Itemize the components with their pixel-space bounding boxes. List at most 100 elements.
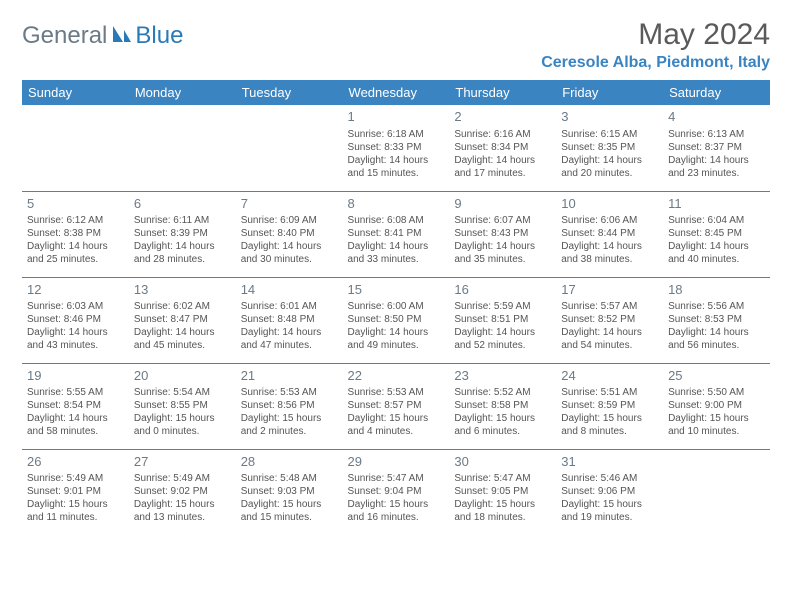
day-number: 6 <box>134 196 231 213</box>
sunrise-line: Sunrise: 6:15 AM <box>561 128 658 141</box>
daylight-line: Daylight: 15 hours and 13 minutes. <box>134 498 231 524</box>
sunrise-line: Sunrise: 6:00 AM <box>348 300 445 313</box>
daylight-line: Daylight: 14 hours and 35 minutes. <box>454 240 551 266</box>
sunset-line: Sunset: 8:46 PM <box>27 313 124 326</box>
sunrise-line: Sunrise: 5:53 AM <box>348 386 445 399</box>
day-number: 21 <box>241 368 338 385</box>
day-number: 29 <box>348 454 445 471</box>
calendar-day-cell: 20Sunrise: 5:54 AMSunset: 8:55 PMDayligh… <box>129 363 236 449</box>
day-number: 17 <box>561 282 658 299</box>
sunrise-line: Sunrise: 6:04 AM <box>668 214 765 227</box>
logo-sail-icon <box>111 24 133 49</box>
calendar-day-cell: 11Sunrise: 6:04 AMSunset: 8:45 PMDayligh… <box>663 191 770 277</box>
calendar-day-cell: 16Sunrise: 5:59 AMSunset: 8:51 PMDayligh… <box>449 277 556 363</box>
daylight-line: Daylight: 14 hours and 23 minutes. <box>668 154 765 180</box>
day-number: 1 <box>348 109 445 126</box>
day-number: 14 <box>241 282 338 299</box>
sunset-line: Sunset: 8:43 PM <box>454 227 551 240</box>
calendar-day-cell: 15Sunrise: 6:00 AMSunset: 8:50 PMDayligh… <box>343 277 450 363</box>
sunset-line: Sunset: 8:54 PM <box>27 399 124 412</box>
daylight-line: Daylight: 14 hours and 40 minutes. <box>668 240 765 266</box>
day-number: 15 <box>348 282 445 299</box>
sunrise-line: Sunrise: 5:57 AM <box>561 300 658 313</box>
daylight-line: Daylight: 15 hours and 6 minutes. <box>454 412 551 438</box>
calendar-day-cell <box>663 449 770 535</box>
calendar-day-cell <box>22 105 129 191</box>
logo-text-blue: Blue <box>135 22 183 50</box>
sunset-line: Sunset: 9:06 PM <box>561 485 658 498</box>
sunrise-line: Sunrise: 5:47 AM <box>348 472 445 485</box>
day-number: 22 <box>348 368 445 385</box>
sunrise-line: Sunrise: 6:16 AM <box>454 128 551 141</box>
day-number: 26 <box>27 454 124 471</box>
daylight-line: Daylight: 15 hours and 11 minutes. <box>27 498 124 524</box>
calendar-day-cell <box>236 105 343 191</box>
weekday-header: Friday <box>556 80 663 105</box>
day-number: 27 <box>134 454 231 471</box>
daylight-line: Daylight: 14 hours and 28 minutes. <box>134 240 231 266</box>
sunset-line: Sunset: 9:05 PM <box>454 485 551 498</box>
sunrise-line: Sunrise: 5:55 AM <box>27 386 124 399</box>
calendar-day-cell: 30Sunrise: 5:47 AMSunset: 9:05 PMDayligh… <box>449 449 556 535</box>
calendar-day-cell: 22Sunrise: 5:53 AMSunset: 8:57 PMDayligh… <box>343 363 450 449</box>
calendar-day-cell: 13Sunrise: 6:02 AMSunset: 8:47 PMDayligh… <box>129 277 236 363</box>
daylight-line: Daylight: 14 hours and 25 minutes. <box>27 240 124 266</box>
calendar-week-row: 1Sunrise: 6:18 AMSunset: 8:33 PMDaylight… <box>22 105 770 191</box>
sunrise-line: Sunrise: 6:01 AM <box>241 300 338 313</box>
weekday-header: Sunday <box>22 80 129 105</box>
calendar-body: 1Sunrise: 6:18 AMSunset: 8:33 PMDaylight… <box>22 105 770 535</box>
calendar-day-cell: 4Sunrise: 6:13 AMSunset: 8:37 PMDaylight… <box>663 105 770 191</box>
calendar-day-cell <box>129 105 236 191</box>
sunrise-line: Sunrise: 5:53 AM <box>241 386 338 399</box>
calendar-day-cell: 9Sunrise: 6:07 AMSunset: 8:43 PMDaylight… <box>449 191 556 277</box>
day-number: 12 <box>27 282 124 299</box>
sunset-line: Sunset: 9:04 PM <box>348 485 445 498</box>
day-number: 23 <box>454 368 551 385</box>
daylight-line: Daylight: 14 hours and 30 minutes. <box>241 240 338 266</box>
calendar-day-cell: 12Sunrise: 6:03 AMSunset: 8:46 PMDayligh… <box>22 277 129 363</box>
day-number: 10 <box>561 196 658 213</box>
sunset-line: Sunset: 9:00 PM <box>668 399 765 412</box>
sunset-line: Sunset: 8:37 PM <box>668 141 765 154</box>
sunrise-line: Sunrise: 5:50 AM <box>668 386 765 399</box>
sunset-line: Sunset: 8:52 PM <box>561 313 658 326</box>
weekday-header-row: SundayMondayTuesdayWednesdayThursdayFrid… <box>22 80 770 105</box>
sunrise-line: Sunrise: 6:07 AM <box>454 214 551 227</box>
calendar-day-cell: 31Sunrise: 5:46 AMSunset: 9:06 PMDayligh… <box>556 449 663 535</box>
sunset-line: Sunset: 8:38 PM <box>27 227 124 240</box>
day-number: 20 <box>134 368 231 385</box>
calendar-day-cell: 24Sunrise: 5:51 AMSunset: 8:59 PMDayligh… <box>556 363 663 449</box>
daylight-line: Daylight: 15 hours and 0 minutes. <box>134 412 231 438</box>
daylight-line: Daylight: 14 hours and 33 minutes. <box>348 240 445 266</box>
calendar-day-cell: 26Sunrise: 5:49 AMSunset: 9:01 PMDayligh… <box>22 449 129 535</box>
header: General Blue May 2024 Ceresole Alba, Pie… <box>22 18 770 72</box>
daylight-line: Daylight: 15 hours and 10 minutes. <box>668 412 765 438</box>
sunrise-line: Sunrise: 6:18 AM <box>348 128 445 141</box>
sunset-line: Sunset: 8:48 PM <box>241 313 338 326</box>
sunset-line: Sunset: 8:41 PM <box>348 227 445 240</box>
calendar-day-cell: 18Sunrise: 5:56 AMSunset: 8:53 PMDayligh… <box>663 277 770 363</box>
sunset-line: Sunset: 8:51 PM <box>454 313 551 326</box>
day-number: 31 <box>561 454 658 471</box>
sunset-line: Sunset: 9:02 PM <box>134 485 231 498</box>
sunset-line: Sunset: 8:47 PM <box>134 313 231 326</box>
sunset-line: Sunset: 8:59 PM <box>561 399 658 412</box>
calendar-day-cell: 8Sunrise: 6:08 AMSunset: 8:41 PMDaylight… <box>343 191 450 277</box>
day-number: 4 <box>668 109 765 126</box>
day-number: 28 <box>241 454 338 471</box>
daylight-line: Daylight: 15 hours and 18 minutes. <box>454 498 551 524</box>
day-number: 16 <box>454 282 551 299</box>
calendar-week-row: 5Sunrise: 6:12 AMSunset: 8:38 PMDaylight… <box>22 191 770 277</box>
day-number: 7 <box>241 196 338 213</box>
day-number: 25 <box>668 368 765 385</box>
sunrise-line: Sunrise: 6:08 AM <box>348 214 445 227</box>
sunrise-line: Sunrise: 6:02 AM <box>134 300 231 313</box>
sunrise-line: Sunrise: 6:09 AM <box>241 214 338 227</box>
daylight-line: Daylight: 15 hours and 16 minutes. <box>348 498 445 524</box>
sunrise-line: Sunrise: 6:06 AM <box>561 214 658 227</box>
sunset-line: Sunset: 9:03 PM <box>241 485 338 498</box>
sunrise-line: Sunrise: 6:03 AM <box>27 300 124 313</box>
daylight-line: Daylight: 14 hours and 38 minutes. <box>561 240 658 266</box>
calendar-day-cell: 10Sunrise: 6:06 AMSunset: 8:44 PMDayligh… <box>556 191 663 277</box>
calendar-week-row: 12Sunrise: 6:03 AMSunset: 8:46 PMDayligh… <box>22 277 770 363</box>
